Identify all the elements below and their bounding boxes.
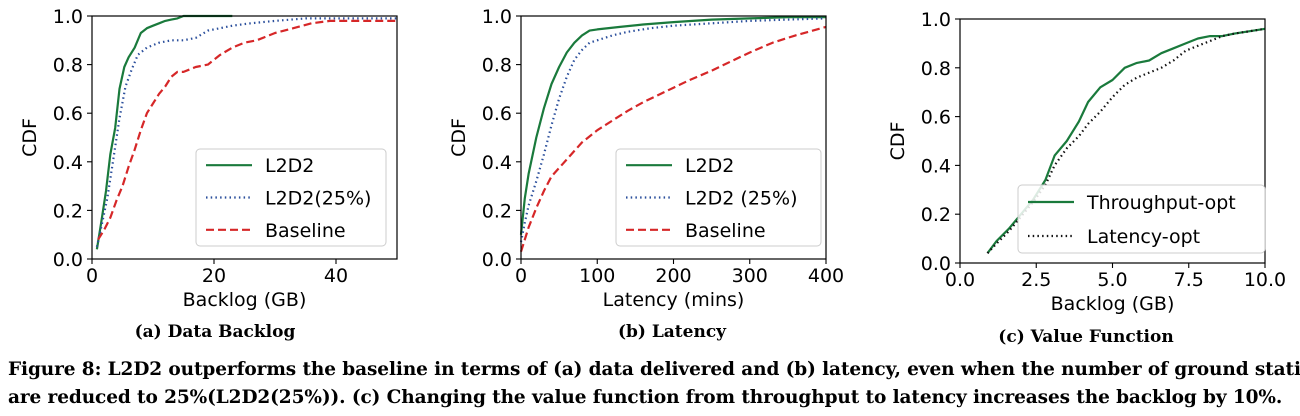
x-tick-label: 10.0 [1244,269,1286,291]
legend-box [615,148,822,247]
x-axis-label: Latency (mins) [603,289,745,311]
x-tick-label: 0.0 [945,269,975,291]
caption-line-1: Figure 8: L2D2 outperforms the baseline … [8,359,1300,380]
x-tick-label: 20 [202,265,226,287]
legend-label: Baseline [265,220,346,242]
y-tick-label: 1.0 [482,6,512,28]
y-tick-label: 0.0 [921,253,951,275]
legend-box [195,148,387,247]
y-tick-label: 0.6 [921,107,951,129]
legend-label: L2D2 [685,155,734,177]
legend-label: L2D2(25%) [265,188,371,210]
y-tick-label: 0.6 [482,103,512,125]
x-tick-label: 2.5 [1021,269,1051,291]
x-tick-label: 5.0 [1097,269,1127,291]
series-line-l2d2 [519,16,826,235]
x-tick-label: 100 [579,265,615,287]
y-tick-label: 0.8 [53,55,83,77]
series-line-baseline [97,19,397,241]
x-tick-label: 7.5 [1174,269,1204,291]
x-tick-label: 0 [515,265,527,287]
plot-frame [91,15,398,260]
y-tick-label: 0.2 [53,200,83,222]
y-tick-label: 0.4 [482,152,512,174]
series-line-baseline [519,25,827,253]
y-axis-label: CDF [448,118,470,157]
subcaption-c: (c) Value Function [998,327,1174,347]
x-axis-label: Backlog (GB) [183,289,307,311]
y-tick-label: 1.0 [53,6,83,28]
y-tick-label: 0.0 [53,249,83,271]
y-tick-label: 0.0 [482,249,512,271]
legend-box [1017,184,1266,254]
y-tick-label: 0.4 [53,152,83,174]
chart-data-backlog: 0 20 40 0.0 0.2 0.4 0.6 0.8 1.0 Backlog (GB) CDF L2… [19,6,398,311]
x-tick-label: 200 [655,265,691,287]
y-axis-label: CDF [19,118,41,157]
legend-label: Baseline [685,220,766,242]
x-axis-label: Backlog (GB) [1051,293,1175,315]
series-line-l2d2-25 [519,17,827,243]
x-tick-label: 40 [324,265,348,287]
y-axis-label: CDF [887,122,909,161]
x-tick-label: 400 [808,265,844,287]
y-tick-label: 0.2 [921,204,951,226]
x-tick-label: 0 [86,265,98,287]
legend-label: Throughput-opt [1086,192,1236,214]
y-tick-label: 0.6 [53,103,83,125]
subcaption-b: (b) Latency [617,322,727,342]
x-tick-label: 300 [732,265,768,287]
y-tick-label: 0.2 [482,200,512,222]
subcaption-a: (a) Data Backlog [134,322,296,342]
y-tick-label: 0.8 [921,58,951,80]
figure-caption: Figure 8: L2D2 outperforms the baseline … [8,356,1300,412]
chart-latency: 0 100 200 300 400 0.0 0.2 0.4 0.6 0.8 1.0 Latency (… [448,6,844,311]
caption-line-2: are reduced to 25%(L2D2(25%)). (c) Chang… [8,387,1283,408]
chart-value-function: 0.0 2.5 5.0 7.5 10.0 0.0 0.2 0.4 0.6 0.8 1.0 Backlo… [887,9,1286,315]
legend-label: L2D2 [265,155,314,177]
y-tick-label: 0.8 [482,55,512,77]
legend-label: Latency-opt [1087,226,1200,248]
y-tick-label: 1.0 [921,9,951,31]
legend-label: L2D2 (25%) [685,188,798,210]
y-tick-label: 0.4 [921,155,951,177]
